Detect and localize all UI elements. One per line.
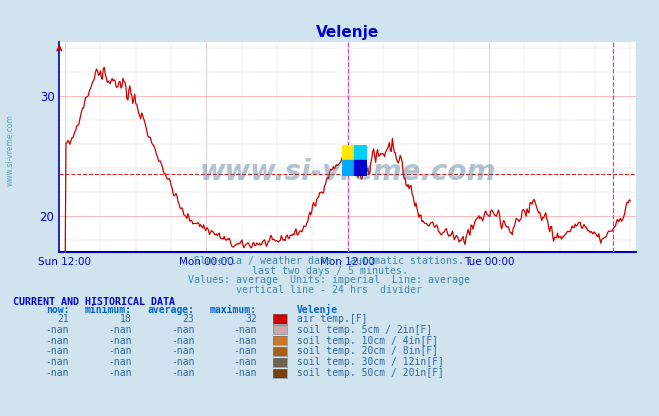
Text: -nan: -nan (171, 357, 194, 367)
Text: Velenje: Velenje (297, 304, 337, 315)
Text: -nan: -nan (108, 347, 132, 357)
Text: -nan: -nan (171, 368, 194, 378)
Text: -nan: -nan (45, 347, 69, 357)
Text: -nan: -nan (45, 336, 69, 346)
Text: -nan: -nan (108, 357, 132, 367)
Bar (355, 161, 367, 176)
Text: -nan: -nan (45, 368, 69, 378)
Text: -nan: -nan (233, 325, 257, 335)
Bar (342, 161, 355, 176)
Text: -nan: -nan (171, 336, 194, 346)
Text: soil temp. 10cm / 4in[F]: soil temp. 10cm / 4in[F] (297, 336, 438, 346)
Text: now:: now: (45, 305, 69, 315)
Text: minimum:: minimum: (85, 305, 132, 315)
Text: -nan: -nan (233, 336, 257, 346)
Text: www.si-vreme.com: www.si-vreme.com (200, 158, 496, 186)
Text: -nan: -nan (233, 347, 257, 357)
Bar (342, 145, 355, 161)
Text: air temp.[F]: air temp.[F] (297, 314, 367, 324)
Text: average:: average: (148, 305, 194, 315)
Text: Slovenia / weather data - automatic stations.: Slovenia / weather data - automatic stat… (194, 256, 465, 266)
Text: soil temp. 30cm / 12in[F]: soil temp. 30cm / 12in[F] (297, 357, 444, 367)
Text: soil temp. 50cm / 20in[F]: soil temp. 50cm / 20in[F] (297, 368, 444, 378)
Text: 32: 32 (245, 314, 257, 324)
Text: CURRENT AND HISTORICAL DATA: CURRENT AND HISTORICAL DATA (13, 297, 175, 307)
Text: soil temp. 20cm / 8in[F]: soil temp. 20cm / 8in[F] (297, 347, 438, 357)
Text: -nan: -nan (45, 325, 69, 335)
Text: last two days / 5 minutes.: last two days / 5 minutes. (252, 266, 407, 276)
Text: maximum:: maximum: (210, 305, 257, 315)
Text: vertical line - 24 hrs  divider: vertical line - 24 hrs divider (237, 285, 422, 295)
Text: www.si-vreme.com: www.si-vreme.com (5, 114, 14, 186)
Text: -nan: -nan (108, 325, 132, 335)
Text: 23: 23 (183, 314, 194, 324)
Text: -nan: -nan (108, 336, 132, 346)
Text: 18: 18 (120, 314, 132, 324)
Text: -nan: -nan (233, 368, 257, 378)
Text: soil temp. 5cm / 2in[F]: soil temp. 5cm / 2in[F] (297, 325, 432, 335)
Text: -nan: -nan (171, 347, 194, 357)
Text: -nan: -nan (171, 325, 194, 335)
Bar (355, 145, 367, 161)
Text: -nan: -nan (108, 368, 132, 378)
Title: Velenje: Velenje (316, 25, 379, 40)
Text: -nan: -nan (45, 357, 69, 367)
Text: -nan: -nan (233, 357, 257, 367)
Text: Values: average  Units: imperial  Line: average: Values: average Units: imperial Line: av… (188, 275, 471, 285)
Text: 21: 21 (57, 314, 69, 324)
